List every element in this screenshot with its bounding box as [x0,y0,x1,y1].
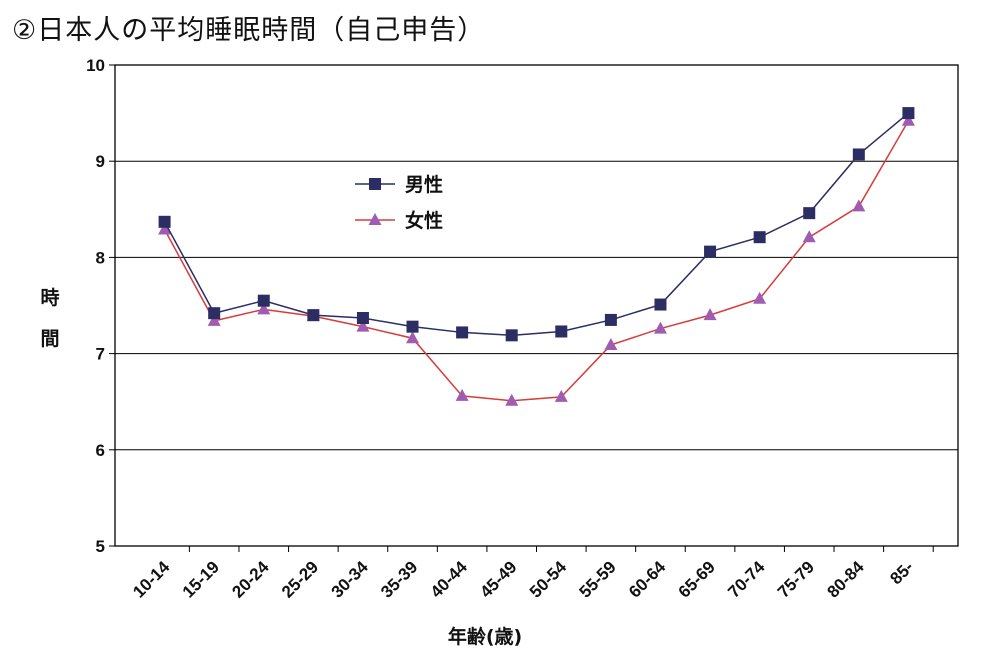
legend-female: 女性 [355,209,443,232]
legend-male-point [369,178,381,190]
male-series-point [803,207,816,220]
female-series-point [554,389,568,402]
male-series-point [356,312,369,325]
male-series-point [208,307,221,320]
female-series-line [163,120,910,402]
female-series-point [653,321,667,334]
female-series-point [455,388,469,401]
legend-female-label: 女性 [405,209,443,232]
x-tick-label: 30-34 [328,557,373,602]
female-series-point [703,308,717,321]
x-tick-label: 40-44 [427,557,472,602]
legend-male-label: 男性 [405,173,443,196]
x-tick-label: 70-74 [724,557,769,602]
x-tick-label: 25-29 [278,557,322,601]
x-axis-label: 年齢(歳) [448,625,522,648]
x-tick-label: 55-59 [576,557,620,601]
female-series-point [604,337,618,350]
plot-area-border [114,64,959,547]
female-series-point [505,393,519,406]
y-axis-ticks: 5 6 7 8 9 10 [86,56,115,556]
male-series-point [604,313,617,326]
male-series-point [307,309,320,322]
male-series-point [158,215,171,228]
gridlines [115,160,958,451]
x-tick-label: 80-84 [823,557,868,602]
x-tick-label: 35-39 [377,557,421,601]
male-series-point [257,294,270,307]
male-series-point [704,245,717,258]
male-series-point [456,326,469,339]
x-axis-ticks: 10-14 15-19 20-24 25-29 30-34 35-39 40-44 45-49… [129,546,934,602]
female-series-point [802,230,816,243]
y-axis-label: 時間 [40,287,59,350]
female-series-point [852,199,866,212]
female-series-point [356,319,370,332]
y-tick-label: 6 [96,441,105,460]
legend-male: 男性 [355,173,443,196]
y-tick-label: 8 [96,248,105,267]
x-tick-label: 85- [886,557,917,588]
x-tick-label: 50-54 [526,557,571,602]
chart-title: ②日本人の平均睡眠時間（自己申告） [12,15,486,46]
male-series-point [852,148,865,161]
female-series-point [257,302,271,315]
female-series-point [753,291,767,304]
y-tick-label: 9 [96,152,105,171]
male-series-point [753,231,766,244]
x-tick-label: 10-14 [129,557,174,602]
y-axis-label-char: 間 [40,328,59,350]
male-series [158,107,915,342]
series-group [158,107,915,406]
y-tick-label: 7 [96,345,105,364]
x-tick-label: 75-79 [774,557,818,601]
y-tick-label: 5 [96,537,105,556]
x-tick-label: 60-64 [625,557,670,602]
x-tick-label: 20-24 [228,557,273,602]
x-tick-label: 15-19 [179,557,223,601]
female-series-point [901,113,915,126]
y-axis-label-char: 時 [40,287,59,309]
female-series [158,113,915,406]
female-series-point [158,222,172,235]
male-series-line [163,112,909,337]
legend-female-point [368,213,382,225]
male-series-point [555,325,568,338]
female-series-point [406,331,420,344]
male-series-point [654,298,667,311]
x-tick-label: 65-69 [675,557,719,601]
x-tick-label: 45-49 [476,557,520,601]
male-series-point [406,320,419,333]
male-series-point [902,107,915,120]
female-series-point [207,313,221,326]
male-series-point [505,329,518,342]
y-tick-label: 10 [86,56,105,75]
